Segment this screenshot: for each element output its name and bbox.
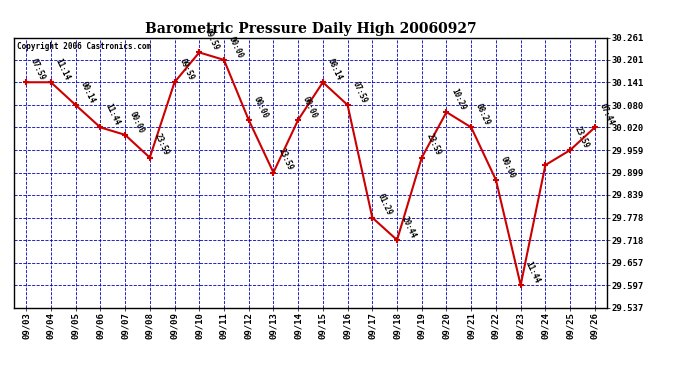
- Text: 23:59: 23:59: [277, 147, 295, 172]
- Text: 00:14: 00:14: [79, 80, 97, 105]
- Text: 00:00: 00:00: [499, 155, 517, 180]
- Text: 09:59: 09:59: [202, 27, 220, 52]
- Text: 00:00: 00:00: [301, 95, 319, 120]
- Text: 08:14: 08:14: [326, 57, 344, 82]
- Text: 07:44: 07:44: [598, 102, 615, 127]
- Text: 00:00: 00:00: [128, 110, 146, 135]
- Text: 09:59: 09:59: [177, 57, 195, 82]
- Text: 10:29: 10:29: [449, 87, 467, 112]
- Title: Barometric Pressure Daily High 20060927: Barometric Pressure Daily High 20060927: [145, 22, 476, 36]
- Text: 08:29: 08:29: [474, 102, 492, 127]
- Text: Copyright 2006 Castronics.com: Copyright 2006 Castronics.com: [17, 42, 151, 51]
- Text: 23:59: 23:59: [152, 132, 170, 157]
- Text: 23:59: 23:59: [573, 125, 591, 150]
- Text: 00:00: 00:00: [227, 35, 245, 60]
- Text: 11:44: 11:44: [104, 102, 121, 127]
- Text: 11:44: 11:44: [524, 260, 542, 285]
- Text: 11:14: 11:14: [54, 57, 72, 82]
- Text: 01:29: 01:29: [375, 192, 393, 217]
- Text: 07:59: 07:59: [29, 57, 47, 82]
- Text: 07:59: 07:59: [351, 80, 368, 105]
- Text: 23:59: 23:59: [425, 132, 443, 157]
- Text: 00:00: 00:00: [252, 95, 270, 120]
- Text: 20:44: 20:44: [400, 215, 418, 240]
